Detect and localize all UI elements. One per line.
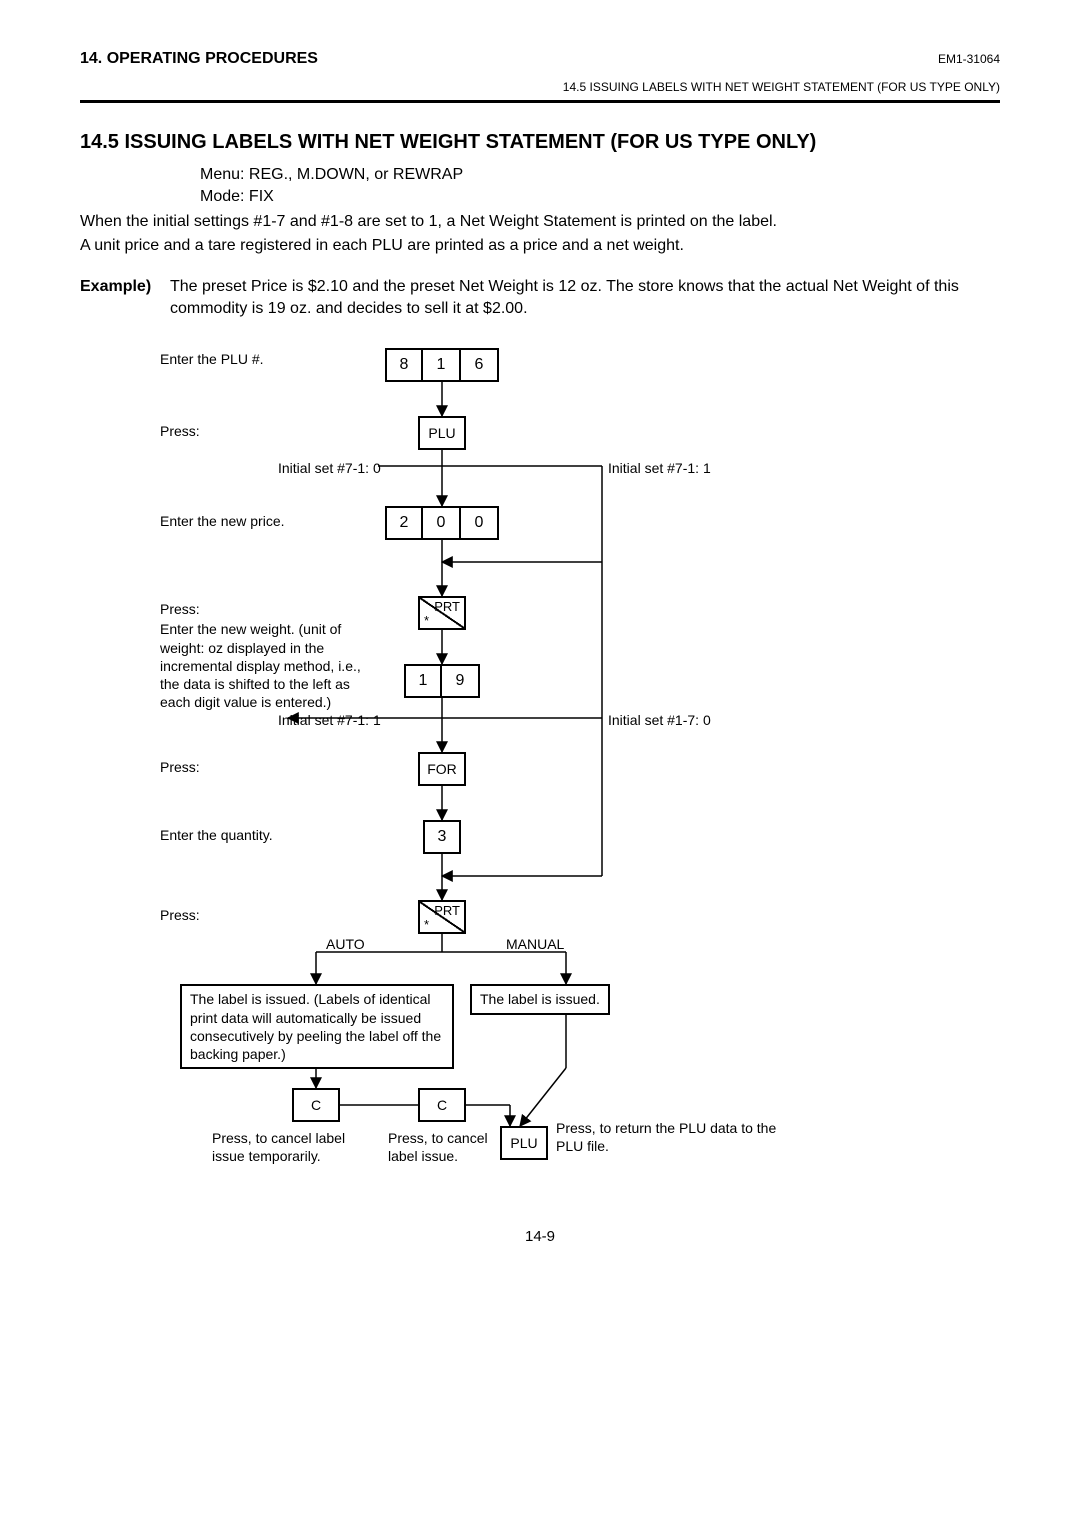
step-enter-qty: Enter the quantity. [160, 826, 273, 844]
key-prt-1: PRT * [418, 596, 466, 630]
key-digit: 3 [423, 820, 461, 854]
example-label: Example) [80, 276, 170, 321]
page: 14. OPERATING PROCEDURES EM1-31064 14.5 … [0, 0, 1080, 1305]
body-line-1: When the initial settings #1-7 and #1-8 … [80, 211, 1000, 233]
flowchart: Enter the PLU #. Press: Enter the new pr… [80, 348, 1000, 1178]
label-auto: AUTO [326, 936, 365, 954]
key-digit: 1 [423, 348, 461, 382]
step-press-4: Press: [160, 906, 200, 924]
key-plu: PLU [418, 416, 466, 450]
keys-qty: 3 [423, 820, 461, 854]
key-digit: 1 [404, 664, 442, 698]
mode-line: Mode: FIX [200, 186, 1000, 208]
key-digit: 2 [385, 506, 423, 540]
header-section: 14.5 ISSUING LABELS WITH NET WEIGHT STAT… [80, 80, 1000, 94]
text-return-plu: Press, to return the PLU data to the PLU… [556, 1120, 806, 1155]
step-press-1: Press: [160, 422, 200, 440]
step-enter-price: Enter the new price. [160, 512, 285, 530]
box-auto: The label is issued. (Labels of identica… [180, 984, 454, 1069]
label-init71-1-right: Initial set #7-1: 1 [608, 460, 711, 478]
key-prt-label-bot: * [424, 613, 429, 628]
step-enter-plu: Enter the PLU #. [160, 350, 264, 368]
text-cancel-temp: Press, to cancel label issue temporarily… [212, 1130, 372, 1165]
key-c-1: C [292, 1088, 340, 1122]
key-digit: 6 [461, 348, 499, 382]
label-init71-1-left: Initial set #7-1: 1 [278, 712, 381, 730]
step-press-2: Press: [160, 600, 200, 618]
menu-line: Menu: REG., M.DOWN, or REWRAP [200, 164, 1000, 186]
label-init17-0: Initial set #1-7: 0 [608, 712, 711, 730]
key-plu-2: PLU [500, 1126, 548, 1160]
box-manual: The label is issued. [470, 984, 610, 1014]
header-docno: EM1-31064 [938, 52, 1000, 66]
key-digit: 8 [385, 348, 423, 382]
label-init71-0: Initial set #7-1: 0 [278, 460, 381, 478]
keys-plu-number: 8 1 6 [385, 348, 499, 382]
key-digit: 0 [423, 506, 461, 540]
header-row: 14. OPERATING PROCEDURES EM1-31064 [80, 50, 1000, 68]
key-for: FOR [418, 752, 466, 786]
key-prt-label-top: PRT [434, 599, 460, 614]
key-digit: 9 [442, 664, 480, 698]
example-text: The preset Price is $2.10 and the preset… [170, 276, 1000, 321]
label-manual: MANUAL [506, 936, 564, 954]
header-chapter: 14. OPERATING PROCEDURES [80, 50, 318, 68]
keys-price: 2 0 0 [385, 506, 499, 540]
key-prt-label-top: PRT [434, 903, 460, 918]
section-title: 14.5 ISSUING LABELS WITH NET WEIGHT STAT… [80, 131, 1000, 154]
header-rule [80, 100, 1000, 103]
key-c-2: C [418, 1088, 466, 1122]
keys-weight: 1 9 [404, 664, 480, 698]
text-cancel-issue: Press, to cancel label issue. [388, 1130, 498, 1165]
key-digit: 0 [461, 506, 499, 540]
body-line-2: A unit price and a tare registered in ea… [80, 235, 1000, 257]
key-prt-2: PRT * [418, 900, 466, 934]
step-enter-weight: Enter the new weight. (unit of weight: o… [160, 620, 370, 711]
step-press-3: Press: [160, 758, 200, 776]
example-block: Example) The preset Price is $2.10 and t… [80, 276, 1000, 321]
page-number: 14-9 [80, 1228, 1000, 1245]
key-prt-label-bot: * [424, 917, 429, 932]
